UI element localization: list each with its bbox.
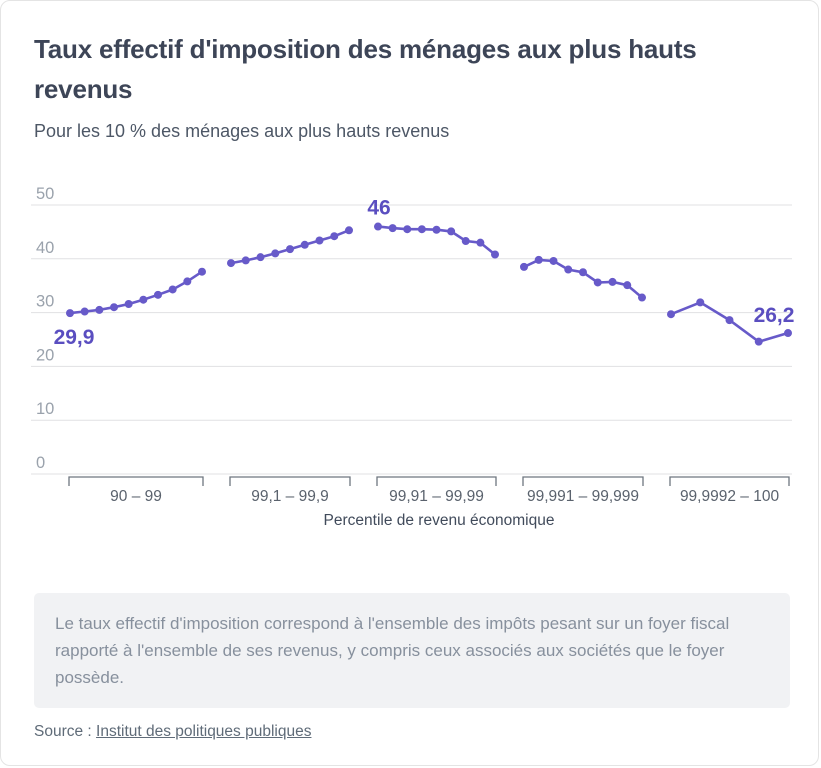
data-point (330, 232, 339, 241)
data-point (110, 303, 118, 312)
data-point (374, 222, 382, 231)
data-point (241, 256, 250, 265)
data-point (696, 298, 705, 307)
data-point (227, 259, 235, 268)
x-axis-title: Percentile de revenu économique (324, 512, 555, 529)
y-tick-label-20: 20 (36, 346, 54, 364)
x-group-label-3: 99,991 – 99,999 (527, 488, 639, 505)
note-text: Le taux effectif d'imposition correspond… (55, 614, 730, 687)
y-tick-label-0: 0 (36, 454, 45, 472)
data-point (520, 262, 528, 271)
data-point (623, 281, 632, 290)
data-point (403, 225, 412, 234)
x-axis-bracket-3 (522, 476, 644, 486)
data-point (638, 293, 646, 302)
page-title: Taux effectif d'imposition des ménages a… (34, 34, 697, 104)
y-tick-label-10: 10 (36, 400, 54, 418)
note-box: Le taux effectif d'imposition correspond… (34, 593, 790, 708)
data-point (667, 310, 675, 319)
y-tick-label-40: 40 (36, 239, 54, 257)
data-point (345, 226, 353, 235)
data-point (154, 290, 162, 299)
x-axis-bracket-0 (68, 476, 204, 486)
source-label: Source : (34, 723, 92, 740)
x-axis-bracket-4 (669, 476, 790, 486)
data-point (95, 305, 104, 314)
data-point (168, 285, 177, 294)
data-point (579, 268, 587, 277)
data-point (388, 224, 397, 233)
data-point (66, 309, 74, 318)
data-point (725, 316, 734, 325)
data-point (80, 307, 89, 316)
data-point (124, 299, 133, 308)
data-point (271, 249, 280, 258)
value-annotation-29-9: 29,9 (54, 326, 95, 349)
value-annotation-46: 46 (367, 197, 390, 220)
data-point (491, 250, 499, 259)
data-point (608, 277, 617, 286)
y-tick-label-30: 30 (36, 293, 54, 311)
data-point (461, 237, 470, 246)
data-point (183, 277, 192, 286)
x-group-label-1: 99,1 – 99,9 (251, 488, 329, 505)
data-point (432, 225, 441, 234)
value-annotation-26-2: 26,2 (754, 304, 795, 327)
data-point (784, 329, 792, 338)
data-point (447, 227, 456, 236)
x-axis-bracket-2 (376, 476, 497, 486)
source-link[interactable]: Institut des politiques publiques (96, 723, 312, 740)
data-point (198, 267, 206, 276)
y-tick-label-50: 50 (36, 185, 54, 203)
data-point (476, 238, 485, 247)
x-group-label-4: 99,9992 – 100 (680, 488, 780, 505)
data-point (564, 265, 573, 274)
data-point (286, 245, 294, 254)
data-point (754, 337, 763, 346)
data-point (315, 236, 324, 245)
tax-rate-line-chart: 50 40 30 20 10 0 90 – 99 99,1 – 99,9 99,91 – 99,… (31, 185, 795, 529)
data-point (417, 225, 426, 234)
series-line-segment-3 (523, 258, 643, 299)
data-point (300, 240, 309, 249)
series-line-segment-0 (69, 270, 203, 315)
x-group-label-0: 90 – 99 (110, 488, 162, 505)
x-axis-bracket-1 (229, 476, 351, 486)
chart-subtitle: Pour les 10 % des ménages aux plus hauts… (34, 121, 450, 141)
data-point (534, 255, 543, 264)
data-point (593, 278, 602, 287)
source-line: Source : Institut des politiques publiqu… (34, 723, 311, 741)
data-point (139, 295, 148, 304)
data-point (549, 256, 558, 265)
x-group-label-2: 99,91 – 99,99 (389, 488, 484, 505)
data-point (256, 253, 265, 262)
